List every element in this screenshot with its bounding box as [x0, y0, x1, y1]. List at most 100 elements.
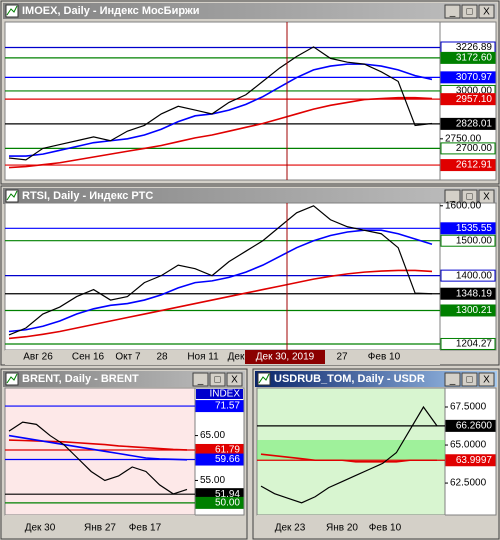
index-tag — [196, 389, 243, 399]
window-button[interactable] — [478, 4, 495, 19]
level-label: 61.79 — [215, 445, 240, 456]
window-icon-glyph — [6, 5, 18, 16]
time-highlight — [245, 350, 325, 364]
window-button[interactable] — [444, 372, 461, 387]
window-button-glyph: X — [483, 7, 490, 18]
window-button[interactable] — [226, 372, 243, 387]
x-tick-label: Окт 7 — [115, 352, 141, 363]
x-tick-label: Дек 30 — [25, 523, 56, 534]
time-axis — [5, 350, 440, 365]
window-button-glyph: _ — [449, 375, 456, 386]
time-axis — [5, 515, 195, 536]
zone-band — [257, 440, 445, 460]
level-label: 2828.01 — [456, 119, 493, 130]
y-tick-label: 1600.00 — [445, 200, 482, 211]
window-button-glyph: □ — [466, 7, 472, 18]
level-label: 2612.91 — [456, 160, 493, 171]
level-label: 63.9997 — [456, 455, 493, 466]
plot-area — [4, 387, 196, 516]
window-button-glyph: _ — [449, 192, 456, 203]
window-button[interactable] — [192, 372, 209, 387]
x-tick-label: Дек — [228, 352, 245, 363]
level-tag — [440, 93, 496, 106]
window-icon — [257, 372, 271, 386]
level-tag — [440, 304, 496, 317]
level-tag — [440, 159, 496, 172]
x-tick-label: 28 — [156, 352, 168, 363]
close-line — [8, 46, 433, 161]
window-button[interactable] — [209, 372, 226, 387]
ma-line — [8, 229, 433, 333]
level-tag — [445, 454, 496, 467]
window-icon — [5, 4, 19, 18]
index-tag-label: INDEX — [209, 389, 240, 400]
window-button-glyph: _ — [449, 7, 456, 18]
level-label: 51.94 — [215, 489, 240, 500]
time-axis — [257, 515, 445, 536]
title-bar — [3, 371, 245, 387]
title-bar — [3, 3, 497, 19]
level-tag — [195, 496, 244, 509]
window-button[interactable] — [444, 4, 461, 19]
level-tag — [195, 453, 244, 466]
level-tag — [440, 222, 496, 235]
x-tick-label: Ноя 11 — [187, 352, 219, 363]
window-button-glyph: X — [483, 192, 490, 203]
window-icon-glyph — [258, 373, 270, 384]
window-button-glyph: □ — [214, 375, 220, 386]
x-tick-label: Авг 26 — [23, 352, 53, 363]
window-title: USDRUB_TOM, Daily - USDR — [274, 373, 425, 385]
window-icon — [5, 372, 19, 386]
window-button[interactable] — [461, 4, 478, 19]
y-tick-label: 2750.00 — [445, 133, 482, 144]
title-bar — [3, 188, 497, 204]
y-tick-label: 65.0000 — [450, 440, 487, 451]
window-icon-glyph — [6, 190, 18, 201]
level-tag — [440, 71, 496, 84]
level-tag — [440, 142, 496, 155]
level-label: 2700.00 — [456, 143, 493, 154]
slow-line — [8, 96, 433, 169]
level-label: 71.57 — [215, 401, 240, 412]
level-label: 1535.55 — [456, 223, 493, 234]
window-button-glyph: X — [231, 375, 238, 386]
window-button[interactable] — [461, 372, 478, 387]
level-tag — [440, 269, 496, 282]
window-icon — [5, 189, 19, 203]
level-tag — [445, 419, 496, 432]
y-tick-label: 62.5000 — [450, 478, 487, 489]
level-label: 3172.60 — [456, 53, 493, 64]
close-line — [8, 421, 188, 495]
window-title: IMOEX, Daily - Индекс МосБиржи — [22, 5, 199, 17]
window-icon-glyph — [6, 373, 18, 384]
level-label: 1300.21 — [456, 305, 493, 316]
x-tick-label: Янв 20 — [326, 523, 358, 534]
slow-line — [260, 453, 437, 463]
level-label: 1204.27 — [456, 339, 493, 350]
level-tag — [195, 400, 244, 413]
level-label: 59.66 — [215, 454, 240, 465]
window-button[interactable] — [478, 372, 495, 387]
window-button-glyph: □ — [466, 192, 472, 203]
y-tick-label: 55.00 — [200, 475, 225, 486]
window-button-glyph: □ — [466, 375, 472, 386]
y-tick-label: 65.00 — [200, 430, 225, 441]
x-tick-label: Фев 10 — [369, 523, 402, 534]
level-tag — [440, 337, 496, 350]
level-tag — [440, 287, 496, 300]
x-tick-label: Фев 17 — [129, 523, 162, 534]
level-label: 2957.10 — [456, 94, 493, 105]
window-button-glyph: _ — [197, 375, 204, 386]
window-title: RTSI, Daily - Индекс РТС — [22, 190, 153, 202]
x-tick-label: Фев 10 — [368, 352, 401, 363]
title-bar — [255, 371, 497, 387]
x-tick-label: 27 — [336, 352, 348, 363]
x-tick-label: Сен 16 — [72, 352, 105, 363]
level-label: 50.00 — [215, 498, 240, 509]
level-tag — [440, 117, 496, 130]
window-button-glyph: X — [483, 375, 490, 386]
y-tick-label: 67.5000 — [450, 402, 487, 413]
ma-line — [8, 434, 188, 461]
